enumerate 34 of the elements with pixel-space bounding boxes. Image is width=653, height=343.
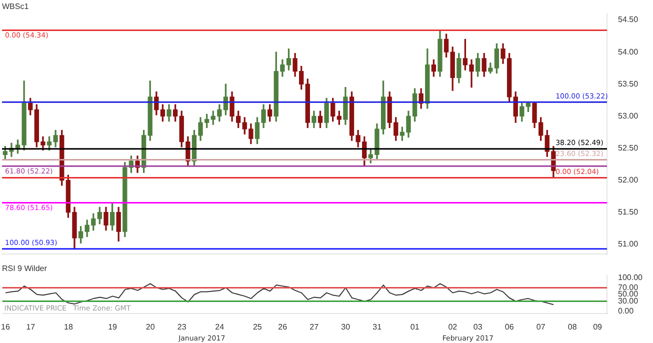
x-tick-label: 24 xyxy=(215,322,225,332)
x-tick-label: 26 xyxy=(278,322,288,332)
x-tick-label: 08 xyxy=(568,322,578,332)
y-tick-label: 0.00 xyxy=(618,306,634,316)
x-tick-label: 23 xyxy=(177,322,187,332)
y-tick-label: 30.00 xyxy=(618,296,639,306)
x-tick-label: 18 xyxy=(64,322,74,332)
y-tick-label: 54.00 xyxy=(618,47,639,56)
x-tick-label: 31 xyxy=(372,322,382,332)
chart-title: WBSc1 xyxy=(2,2,30,12)
y-tick-label: 53.50 xyxy=(618,79,639,88)
x-tick-label: 27 xyxy=(310,322,320,332)
chart-title: RSI 9 Wilder xyxy=(2,264,48,274)
y-tick-label: 51.00 xyxy=(618,240,639,249)
x-tick-label: 01 xyxy=(410,322,420,332)
x-tick-label: 16 xyxy=(1,322,10,332)
x-tick-label: 07 xyxy=(536,322,546,332)
x-tick-label: 20 xyxy=(146,322,156,332)
x-tick-label: 25 xyxy=(252,322,262,332)
y-tick-label: 54.50 xyxy=(618,15,639,24)
y-tick-label: 52.00 xyxy=(618,175,639,184)
y-tick-label: 70.00 xyxy=(618,282,639,292)
x-tick-label: 02 xyxy=(448,322,458,332)
y-tick-label: 52.50 xyxy=(618,143,639,152)
y-tick-label: 53.00 xyxy=(618,111,639,120)
x-tick-label: 06 xyxy=(504,322,514,332)
x-tick-label: 09 xyxy=(593,322,603,332)
x-tick-label: 19 xyxy=(108,322,118,332)
y-tick-label: 51.50 xyxy=(618,208,639,217)
x-tick-label: 30 xyxy=(341,322,351,332)
x-tick-label: 03 xyxy=(473,322,483,332)
y-tick-label: 100.00 xyxy=(618,272,644,282)
y-tick-label: 50.00 xyxy=(618,290,639,299)
x-tick-label: 17 xyxy=(26,322,36,332)
